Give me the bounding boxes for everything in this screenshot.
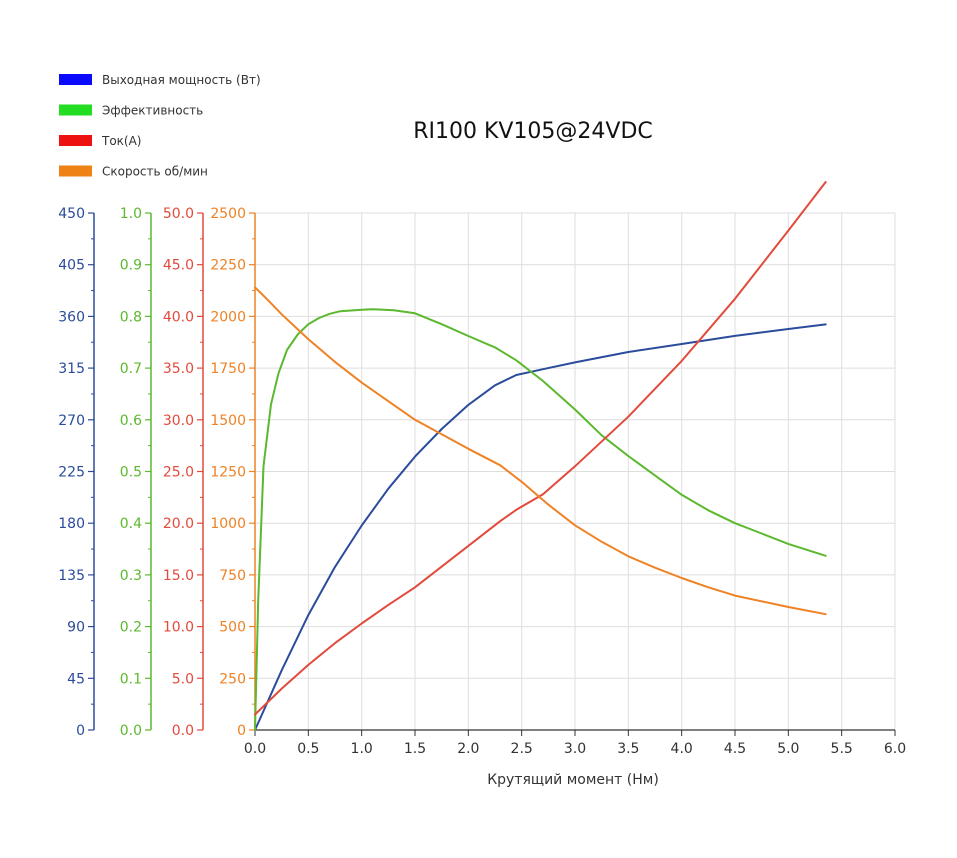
y-tick-label-power: 450 bbox=[58, 206, 85, 222]
legend-swatch bbox=[59, 135, 92, 146]
y-tick-label-speed: 1250 bbox=[210, 465, 246, 481]
legend: Выходная мощность (Вт) Эффективность Ток(А… bbox=[59, 73, 261, 179]
y-tick-label-speed: 2250 bbox=[210, 258, 246, 274]
y-tick-label-current: 25.0 bbox=[163, 465, 194, 481]
y-tick-label-current: 20.0 bbox=[163, 516, 194, 532]
y-tick-label-speed: 2000 bbox=[210, 309, 246, 325]
y-tick-label-power: 225 bbox=[58, 465, 85, 481]
y-tick-label-power: 405 bbox=[58, 258, 85, 274]
y-tick-label-speed: 750 bbox=[219, 568, 246, 584]
x-tick-label: 2.5 bbox=[511, 741, 533, 757]
y-tick-label-eff: 0.9 bbox=[120, 258, 142, 274]
y-tick-label-current: 15.0 bbox=[163, 568, 194, 584]
y-tick-label-speed: 2500 bbox=[210, 206, 246, 222]
y-tick-label-power: 180 bbox=[58, 516, 85, 532]
y-tick-label-current: 5.0 bbox=[172, 671, 194, 687]
grid bbox=[254, 212, 896, 731]
y-tick-label-eff: 1.0 bbox=[120, 206, 142, 222]
legend-swatch bbox=[59, 104, 92, 116]
y-tick-label-current: 10.0 bbox=[163, 620, 194, 636]
legend-swatch bbox=[59, 74, 92, 85]
series-line-speed bbox=[254, 286, 827, 616]
y-tick-label-power: 45 bbox=[67, 671, 85, 687]
y-tick-label-current: 35.0 bbox=[163, 361, 194, 377]
x-tick-label: 1.5 bbox=[404, 741, 426, 757]
legend-label: Скорость об/мин bbox=[102, 165, 208, 179]
y-tick-label-eff: 0.0 bbox=[120, 723, 142, 739]
x-tick-label: 3.5 bbox=[617, 741, 639, 757]
legend-swatch bbox=[59, 165, 92, 177]
x-tick-label: 6.0 bbox=[884, 741, 906, 757]
y-tick-label-eff: 0.1 bbox=[120, 671, 142, 687]
y-tick-label-current: 40.0 bbox=[163, 309, 194, 325]
y-tick-label-eff: 0.6 bbox=[120, 413, 142, 429]
y-tick-label-current: 45.0 bbox=[163, 258, 194, 274]
x-tick-label: 0.0 bbox=[244, 741, 266, 757]
axes: 0.0 0.5 1.0 1.5 2.0 2.5 3.0 3.5 4.0 4.5 5.0 5.5 6.0 0… bbox=[58, 206, 906, 757]
y-tick-label-current: 30.0 bbox=[163, 413, 194, 429]
y-tick-label-eff: 0.5 bbox=[120, 465, 142, 481]
x-tick-label: 2.0 bbox=[457, 741, 479, 757]
y-tick-label-eff: 0.2 bbox=[120, 620, 142, 636]
x-tick-label: 4.5 bbox=[724, 741, 746, 757]
y-tick-label-power: 90 bbox=[67, 620, 85, 636]
x-tick-label: 5.5 bbox=[831, 741, 853, 757]
y-tick-label-power: 0 bbox=[76, 723, 85, 739]
y-tick-label-eff: 0.7 bbox=[120, 361, 142, 377]
x-tick-label: 5.0 bbox=[777, 741, 799, 757]
y-tick-label-speed: 0 bbox=[237, 723, 246, 739]
x-tick-label: 0.5 bbox=[297, 741, 319, 757]
y-tick-label-speed: 1000 bbox=[210, 516, 246, 532]
x-tick-label: 4.0 bbox=[671, 741, 693, 757]
y-tick-label-power: 135 bbox=[58, 568, 85, 584]
y-tick-label-speed: 1750 bbox=[210, 361, 246, 377]
series-line-current bbox=[254, 181, 827, 716]
y-tick-label-power: 360 bbox=[58, 309, 85, 325]
y-tick-label-eff: 0.4 bbox=[120, 516, 142, 532]
x-tick-label: 3.0 bbox=[564, 741, 586, 757]
y-tick-label-speed: 1500 bbox=[210, 413, 246, 429]
y-tick-label-current: 50.0 bbox=[163, 206, 194, 222]
y-tick-label-power: 270 bbox=[58, 413, 85, 429]
y-tick-label-eff: 0.3 bbox=[120, 568, 142, 584]
series-line-power bbox=[254, 323, 827, 731]
x-tick-label: 1.0 bbox=[351, 741, 373, 757]
legend-label: Выходная мощность (Вт) bbox=[102, 73, 261, 87]
series-line-eff bbox=[254, 308, 827, 731]
y-tick-label-eff: 0.8 bbox=[120, 309, 142, 325]
series-lines bbox=[254, 181, 827, 731]
y-tick-label-speed: 250 bbox=[219, 671, 246, 687]
legend-label: Эффективность bbox=[102, 104, 203, 118]
y-tick-label-power: 315 bbox=[58, 361, 85, 377]
y-tick-label-speed: 500 bbox=[219, 620, 246, 636]
y-tick-label-current: 0.0 bbox=[172, 723, 194, 739]
chart-title: RI100 KV105@24VDC bbox=[413, 119, 653, 144]
x-axis-label: Крутящий момент (Нм) bbox=[487, 772, 659, 788]
legend-label: Ток(А) bbox=[101, 134, 142, 148]
